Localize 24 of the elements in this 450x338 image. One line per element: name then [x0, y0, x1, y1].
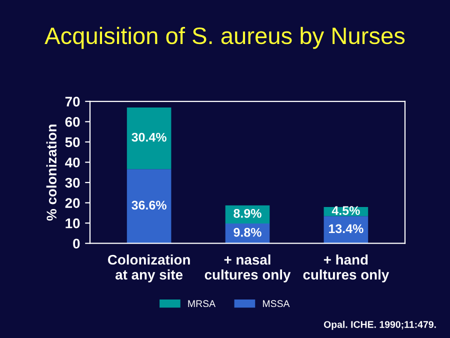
y-tick-label: 40 [65, 158, 80, 168]
data-label: 9.8% [234, 228, 262, 237]
legend-label: MRSA [188, 300, 216, 308]
y-axis-title: % colonization [46, 124, 57, 221]
y-tick-label: 30 [65, 178, 80, 188]
y-tick-label: 10 [66, 218, 80, 228]
bar [126, 107, 172, 170]
y-tick-label: 0 [73, 238, 80, 249]
x-tick-label: Colonization at any site [108, 254, 190, 282]
y-tick-label: 20 [65, 198, 80, 208]
data-label: 36.6% [132, 200, 166, 210]
y-tick-label: 50 [65, 137, 80, 148]
data-label: 13.4% [329, 224, 364, 234]
x-tick-label: + hand cultures only [303, 254, 390, 282]
text: Opal. ICHE. 1990;11:479. [324, 320, 436, 330]
y-tick-label: 60 [65, 117, 80, 127]
bar [126, 169, 172, 244]
data-label: 8.9% [234, 208, 262, 218]
data-label: 30.4% [132, 132, 166, 142]
y-tick-label: 70 [65, 96, 80, 107]
legend-label: MSSA [263, 300, 290, 308]
chart-title: Acquisition of S. aureus by Nurses [44, 26, 405, 49]
x-tick-label: + nasal cultures only [204, 254, 291, 282]
data-label: 4.5% [332, 206, 360, 215]
